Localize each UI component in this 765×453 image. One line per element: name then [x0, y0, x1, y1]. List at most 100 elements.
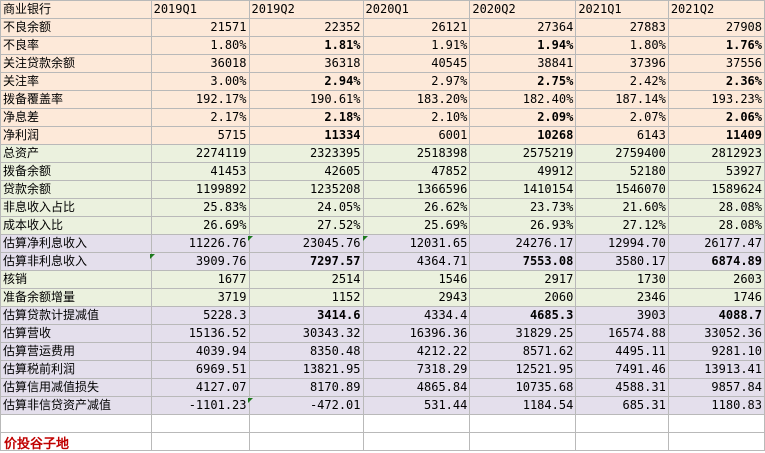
value-cell[interactable]: 41453 [150, 162, 250, 181]
value-cell[interactable]: 2.94% [248, 72, 364, 91]
row-label-cell[interactable]: 估算贷款计提减值 [0, 306, 152, 325]
row-label-cell[interactable]: 核销 [0, 270, 152, 289]
value-cell[interactable]: 2323395 [248, 144, 364, 163]
value-cell[interactable]: 2.42% [575, 72, 669, 91]
value-cell[interactable]: 49912 [469, 162, 577, 181]
empty-cell[interactable] [0, 432, 152, 451]
value-cell[interactable]: 12521.95 [469, 360, 577, 379]
value-cell[interactable]: 2603 [667, 270, 765, 289]
value-cell[interactable]: 26121 [362, 18, 471, 37]
empty-cell[interactable] [362, 432, 471, 451]
value-cell[interactable]: 26.62% [362, 198, 471, 217]
value-cell[interactable]: 9857.84 [667, 378, 765, 397]
value-cell[interactable]: 2274119 [150, 144, 250, 163]
value-cell[interactable]: 40545 [362, 54, 471, 73]
value-cell[interactable]: 36318 [248, 54, 364, 73]
value-cell[interactable]: 5715 [150, 126, 250, 145]
value-cell[interactable]: 7491.46 [575, 360, 669, 379]
value-cell[interactable]: 22352 [248, 18, 364, 37]
value-cell[interactable]: 25.69% [362, 216, 471, 235]
value-cell[interactable]: 1366596 [362, 180, 471, 199]
row-label-cell[interactable]: 拨备余额 [0, 162, 152, 181]
corner-label-cell[interactable]: 商业银行 [0, 0, 152, 19]
value-cell[interactable]: 27908 [667, 18, 765, 37]
value-cell[interactable]: 24.05% [248, 198, 364, 217]
value-cell[interactable]: 1.80% [575, 36, 669, 55]
value-cell[interactable]: 53927 [667, 162, 765, 181]
value-cell[interactable]: 2060 [469, 288, 577, 307]
value-cell[interactable]: 27883 [575, 18, 669, 37]
value-cell[interactable]: 4865.84 [362, 378, 471, 397]
value-cell[interactable]: 1235208 [248, 180, 364, 199]
row-label-cell[interactable]: 估算营运费用 [0, 342, 152, 361]
value-cell[interactable]: 2.17% [150, 108, 250, 127]
value-cell[interactable]: 8571.62 [469, 342, 577, 361]
row-label-cell[interactable]: 估算非利息收入 [0, 252, 152, 271]
value-cell[interactable]: 1184.54 [469, 396, 577, 415]
value-cell[interactable]: 1546 [362, 270, 471, 289]
value-cell[interactable]: 2.10% [362, 108, 471, 127]
value-cell[interactable]: 2.07% [575, 108, 669, 127]
value-cell[interactable]: 3719 [150, 288, 250, 307]
value-cell[interactable]: 2514 [248, 270, 364, 289]
value-cell[interactable]: 52180 [575, 162, 669, 181]
value-cell[interactable]: 192.17% [150, 90, 250, 109]
value-cell[interactable]: 1.91% [362, 36, 471, 55]
value-cell[interactable]: 1677 [150, 270, 250, 289]
value-cell[interactable]: 2.75% [469, 72, 577, 91]
empty-cell[interactable] [469, 414, 577, 433]
value-cell[interactable]: 4495.11 [575, 342, 669, 361]
column-header-cell[interactable]: 2021Q2 [667, 0, 765, 19]
value-cell[interactable]: 28.08% [667, 216, 765, 235]
empty-cell[interactable] [248, 414, 364, 433]
value-cell[interactable]: 4685.3 [469, 306, 577, 325]
value-cell[interactable]: 1589624 [667, 180, 765, 199]
value-cell[interactable]: 11334 [248, 126, 364, 145]
value-cell[interactable]: 10268 [469, 126, 577, 145]
column-header-cell[interactable]: 2021Q1 [575, 0, 669, 19]
value-cell[interactable]: 13821.95 [248, 360, 364, 379]
value-cell[interactable]: 2.18% [248, 108, 364, 127]
value-cell[interactable]: 4088.7 [667, 306, 765, 325]
value-cell[interactable]: 12994.70 [575, 234, 669, 253]
value-cell[interactable]: 37396 [575, 54, 669, 73]
empty-cell[interactable] [0, 414, 152, 433]
value-cell[interactable]: 2518398 [362, 144, 471, 163]
row-label-cell[interactable]: 估算税前利润 [0, 360, 152, 379]
value-cell[interactable]: 23.73% [469, 198, 577, 217]
value-cell[interactable]: 2346 [575, 288, 669, 307]
value-cell[interactable]: 47852 [362, 162, 471, 181]
value-cell[interactable]: 36018 [150, 54, 250, 73]
value-cell[interactable]: 7318.29 [362, 360, 471, 379]
row-label-cell[interactable]: 关注贷款余额 [0, 54, 152, 73]
value-cell[interactable]: 2.36% [667, 72, 765, 91]
value-cell[interactable]: 4039.94 [150, 342, 250, 361]
value-cell[interactable]: 7553.08 [469, 252, 577, 271]
value-cell[interactable]: 1.76% [667, 36, 765, 55]
value-cell[interactable]: 6143 [575, 126, 669, 145]
row-label-cell[interactable]: 估算非信贷资产减值 [0, 396, 152, 415]
column-header-cell[interactable]: 2019Q1 [150, 0, 250, 19]
value-cell[interactable]: 2759400 [575, 144, 669, 163]
empty-cell[interactable] [667, 432, 765, 451]
value-cell[interactable]: 1.94% [469, 36, 577, 55]
value-cell[interactable]: 3580.17 [575, 252, 669, 271]
value-cell[interactable]: 16574.88 [575, 324, 669, 343]
value-cell[interactable]: 182.40% [469, 90, 577, 109]
row-label-cell[interactable]: 估算信用减值损失 [0, 378, 152, 397]
value-cell[interactable]: 6001 [362, 126, 471, 145]
value-cell[interactable]: 1152 [248, 288, 364, 307]
value-cell[interactable]: 4334.4 [362, 306, 471, 325]
value-cell[interactable]: 187.14% [575, 90, 669, 109]
value-cell[interactable]: 9281.10 [667, 342, 765, 361]
value-cell[interactable]: 7297.57 [248, 252, 364, 271]
row-label-cell[interactable]: 估算净利息收入 [0, 234, 152, 253]
value-cell[interactable]: 1199892 [150, 180, 250, 199]
value-cell[interactable]: 2943 [362, 288, 471, 307]
value-cell[interactable]: 8350.48 [248, 342, 364, 361]
value-cell[interactable]: 1746 [667, 288, 765, 307]
value-cell[interactable]: 16396.36 [362, 324, 471, 343]
value-cell[interactable]: 27364 [469, 18, 577, 37]
value-cell[interactable]: 2.09% [469, 108, 577, 127]
value-cell[interactable]: 21.60% [575, 198, 669, 217]
